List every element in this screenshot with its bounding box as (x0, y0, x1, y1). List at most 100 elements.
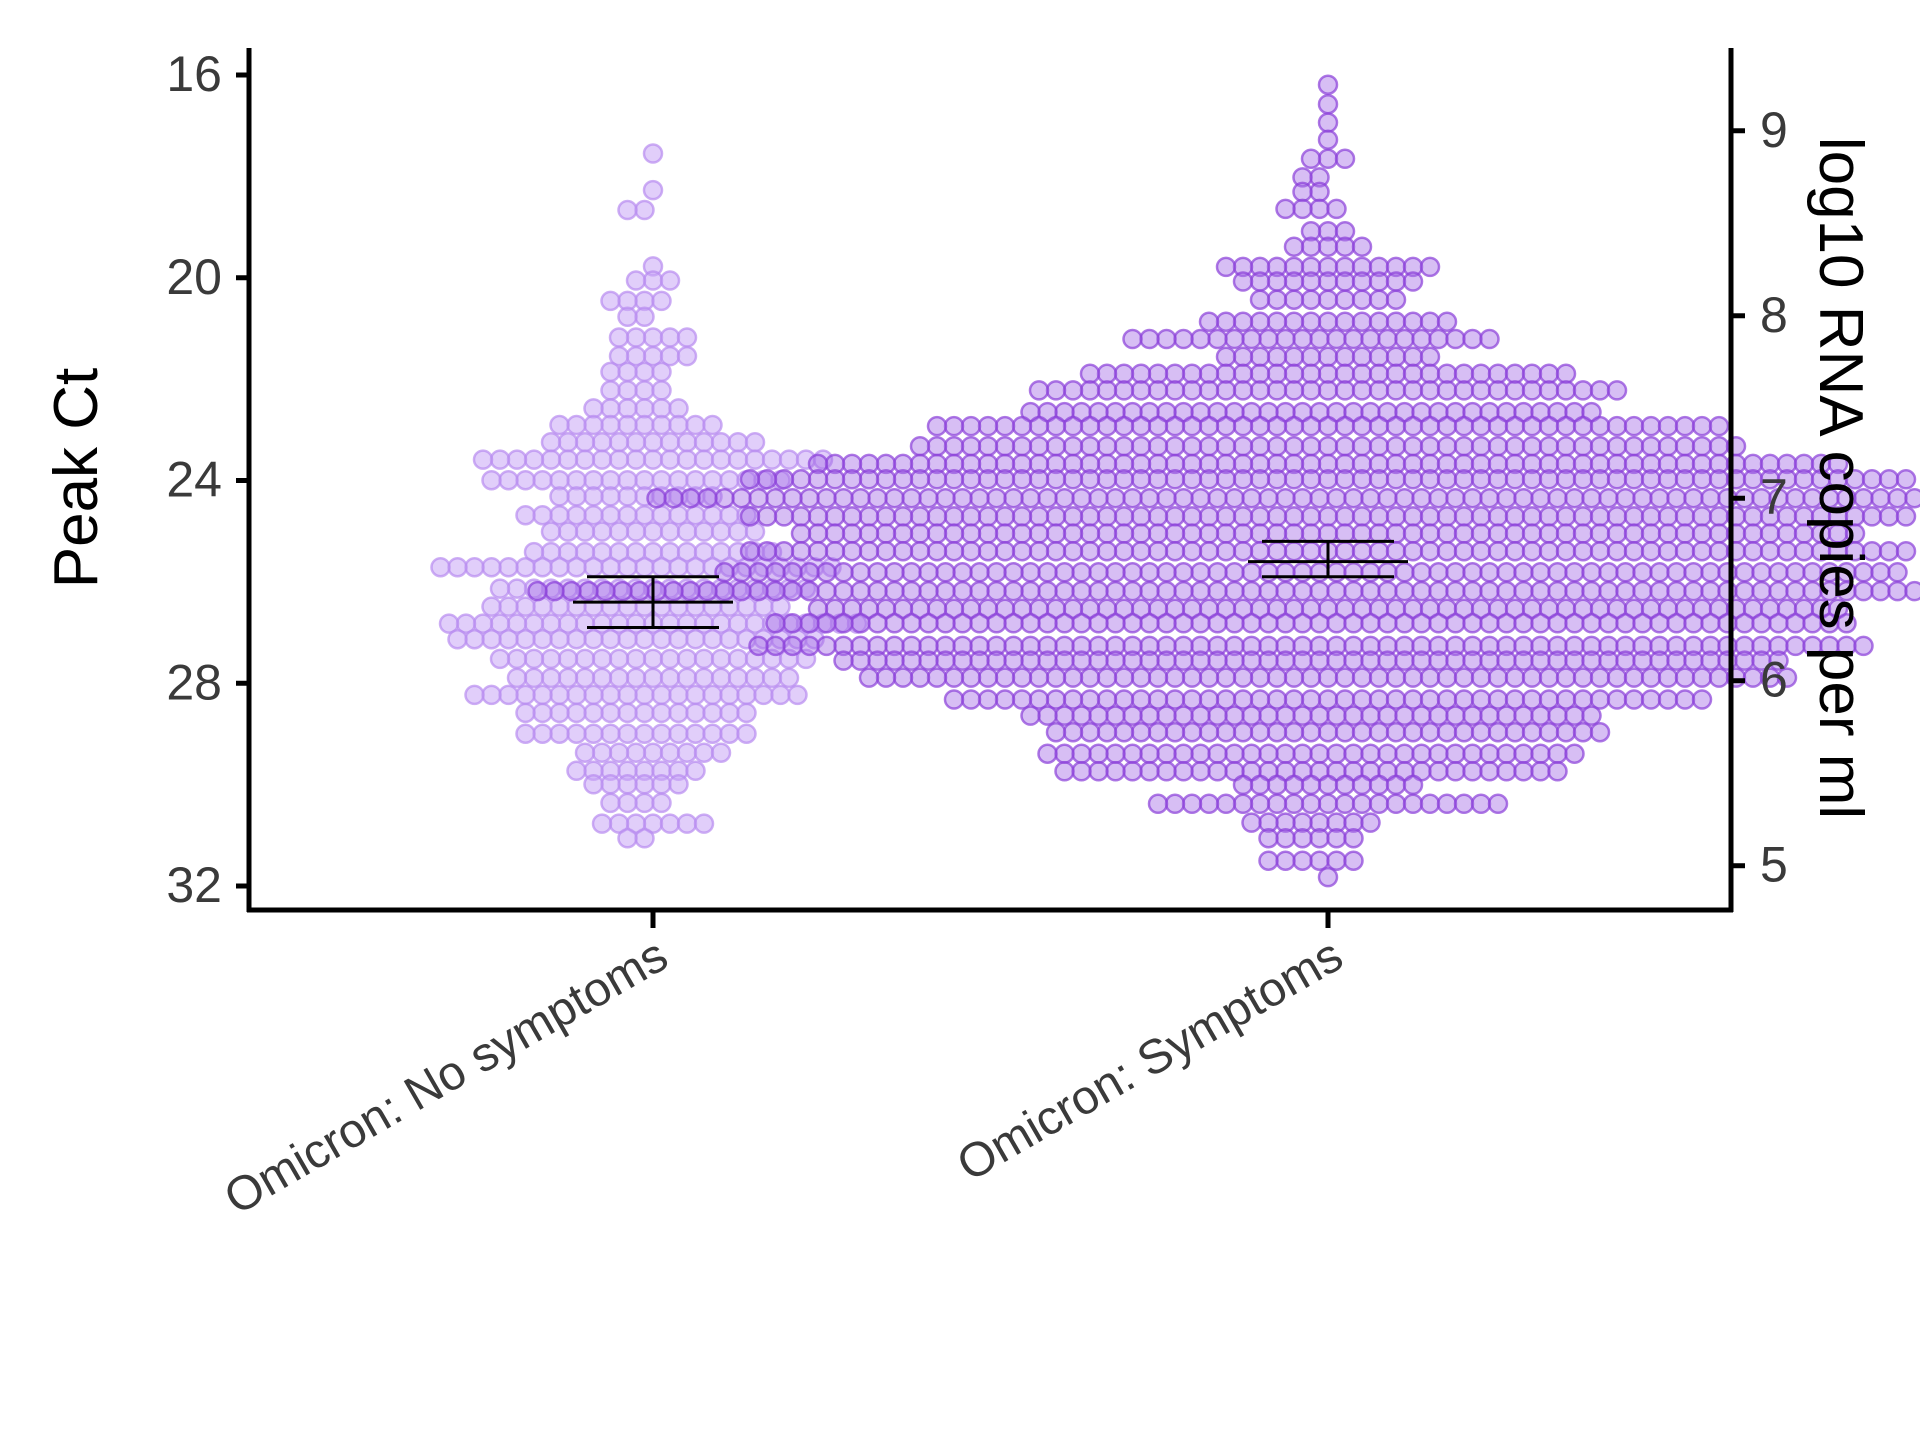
data-point-symptoms (1234, 795, 1252, 813)
data-point-symptoms (1090, 614, 1108, 632)
data-point-symptoms (1506, 525, 1524, 543)
data-point-symptoms (1064, 525, 1082, 543)
data-point-symptoms (1693, 669, 1711, 687)
data-point-symptoms (1336, 795, 1354, 813)
data-point-no-symptoms (746, 433, 764, 451)
data-point-no-symptoms (636, 775, 654, 793)
data-point-symptoms (1132, 437, 1150, 455)
data-point-symptoms (1659, 525, 1677, 543)
data-point-symptoms (1693, 470, 1711, 488)
data-point-no-symptoms (474, 451, 492, 469)
data-point-symptoms (1506, 470, 1524, 488)
data-point-no-symptoms (704, 725, 722, 743)
data-point-no-symptoms (610, 523, 628, 541)
data-point-symptoms (1404, 313, 1422, 331)
data-point-no-symptoms (602, 686, 620, 704)
data-point-symptoms (1532, 489, 1550, 507)
data-point-symptoms (1158, 489, 1176, 507)
data-point-no-symptoms (491, 650, 509, 668)
data-point-symptoms (1260, 563, 1278, 581)
data-point-no-symptoms (636, 794, 654, 812)
data-point-symptoms (1566, 652, 1584, 670)
data-point-symptoms (1328, 829, 1346, 847)
data-point-symptoms (1608, 525, 1626, 543)
data-point-symptoms (1217, 417, 1235, 435)
data-point-symptoms (1608, 381, 1626, 399)
data-point-symptoms (1226, 652, 1244, 670)
data-point-symptoms (1659, 417, 1677, 435)
data-point-symptoms (988, 563, 1006, 581)
data-point-symptoms (801, 489, 819, 507)
data-point-symptoms (1370, 365, 1388, 383)
data-point-no-symptoms (636, 363, 654, 381)
data-point-symptoms (1013, 437, 1031, 455)
data-point-no-symptoms (534, 704, 552, 722)
data-point-no-symptoms (721, 630, 739, 648)
points-layer (432, 76, 1920, 886)
data-point-no-symptoms (653, 630, 671, 648)
data-point-no-symptoms (508, 580, 526, 598)
data-point-symptoms (937, 563, 955, 581)
data-point-symptoms (1549, 614, 1567, 632)
data-point-no-symptoms (517, 598, 535, 616)
data-point-symptoms (1370, 437, 1388, 455)
data-point-symptoms (1175, 563, 1193, 581)
data-point-symptoms (1319, 525, 1337, 543)
data-point-no-symptoms (619, 381, 637, 399)
data-point-symptoms (1311, 745, 1329, 763)
data-point-symptoms (1540, 437, 1558, 455)
data-point-symptoms (1761, 542, 1779, 560)
data-point-symptoms (1481, 489, 1499, 507)
data-point-symptoms (1311, 330, 1329, 348)
data-point-symptoms (1625, 470, 1643, 488)
data-point-symptoms (1608, 669, 1626, 687)
data-point-no-symptoms (576, 523, 594, 541)
data-point-symptoms (1693, 437, 1711, 455)
data-point-symptoms (928, 470, 946, 488)
data-point-symptoms (1897, 470, 1915, 488)
data-point-symptoms (1447, 614, 1465, 632)
data-point-symptoms (1515, 563, 1533, 581)
data-point-symptoms (1115, 723, 1133, 741)
data-point-symptoms (1064, 723, 1082, 741)
data-point-symptoms (716, 563, 734, 581)
data-point-symptoms (1421, 313, 1439, 331)
data-point-no-symptoms (619, 201, 637, 219)
data-point-symptoms (1226, 330, 1244, 348)
data-point-symptoms (1294, 200, 1312, 218)
data-point-no-symptoms (576, 669, 594, 687)
data-point-symptoms (1583, 563, 1601, 581)
data-point-symptoms (1243, 707, 1261, 725)
data-point-symptoms (1132, 470, 1150, 488)
data-point-symptoms (1523, 417, 1541, 435)
data-point-symptoms (1005, 652, 1023, 670)
data-point-symptoms (1260, 745, 1278, 763)
data-point-symptoms (1489, 381, 1507, 399)
data-point-symptoms (1319, 507, 1337, 525)
data-point-no-symptoms (644, 181, 662, 199)
data-point-no-symptoms (602, 506, 620, 524)
data-point-symptoms (1591, 542, 1609, 560)
data-point-symptoms (767, 489, 785, 507)
data-point-symptoms (911, 470, 929, 488)
data-point-symptoms (962, 542, 980, 560)
data-point-symptoms (1617, 582, 1635, 600)
data-point-symptoms (1532, 563, 1550, 581)
data-point-symptoms (1192, 745, 1210, 763)
data-point-symptoms (1336, 273, 1354, 291)
data-point-symptoms (1549, 489, 1567, 507)
data-point-symptoms (1022, 489, 1040, 507)
data-point-symptoms (1107, 582, 1125, 600)
data-point-symptoms (1413, 614, 1431, 632)
data-point-symptoms (1268, 437, 1286, 455)
data-point-symptoms (1217, 313, 1235, 331)
data-point-symptoms (1336, 150, 1354, 168)
data-point-symptoms (988, 614, 1006, 632)
data-point-no-symptoms (695, 650, 713, 668)
data-point-symptoms (1404, 348, 1422, 366)
data-point-symptoms (988, 582, 1006, 600)
data-point-no-symptoms (619, 775, 637, 793)
data-point-symptoms (1464, 582, 1482, 600)
data-point-symptoms (1294, 582, 1312, 600)
data-point-symptoms (1770, 614, 1788, 632)
